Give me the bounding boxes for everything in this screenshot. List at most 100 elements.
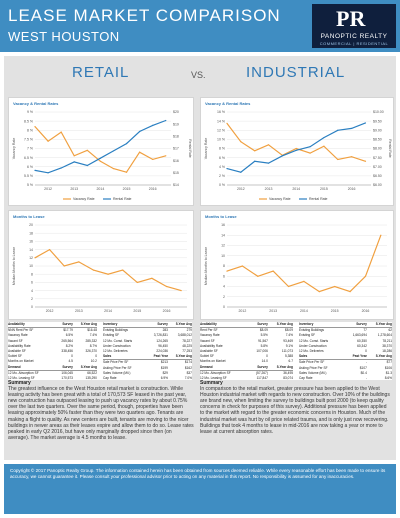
- stats-column: Availability Survey 5-Year Avg NNN Rent Per…: [8, 322, 100, 380]
- y-axis-label: Median Months to Lease: [12, 247, 16, 285]
- company-logo: PR PANOPTIC REALTY COMMERCIAL | RESIDENT…: [312, 4, 396, 48]
- stats-row: Existing Buildings 77 62: [299, 328, 392, 333]
- data-point: [152, 124, 154, 126]
- x-tick-label: 2014: [104, 309, 112, 313]
- stats-value: 60,342: [357, 343, 367, 348]
- stats-label: Under Construction: [299, 343, 327, 348]
- x-tick-label: 2014: [300, 309, 308, 313]
- y2-tick-label: $14: [173, 183, 179, 187]
- data-point: [47, 172, 49, 174]
- data-point: [112, 167, 115, 170]
- y-tick-label: 5 %: [27, 183, 33, 187]
- stats-row: Availability Rate 8.2% 8.7%: [8, 344, 97, 349]
- stats-value: 279: [186, 328, 192, 333]
- y2-tick-label: $18: [173, 135, 179, 139]
- retail-heading: RETAIL: [72, 64, 130, 81]
- data-point: [152, 158, 154, 161]
- stats-value: 38,370: [382, 343, 392, 348]
- stats-value: 124,265: [156, 338, 168, 343]
- stats-value: 14.0: [261, 359, 268, 364]
- y-tick-label: 6.5 %: [24, 156, 33, 160]
- stats-value: 338,456: [61, 349, 73, 354]
- y-tick-label: 12: [29, 256, 33, 260]
- y-tick-label: 4: [31, 289, 33, 293]
- stats-value: Survey: [62, 364, 73, 369]
- stats-value: $16.48: [87, 328, 97, 333]
- stats-row: Sublet SF 0 0: [8, 354, 97, 359]
- stats-value: 10.2: [90, 359, 97, 364]
- legend-label: Vacancy Rate: [73, 197, 95, 201]
- stats-value: 5-Year Avg: [80, 322, 97, 326]
- y-tick-label: 12 %: [217, 128, 225, 132]
- stats-header-row: Sales Past Year 5-Year Avg: [103, 354, 192, 361]
- y-tick-label: 6 %: [27, 165, 33, 169]
- data-point: [34, 169, 36, 171]
- stats-row: Sale Price Per SF $213 $174: [103, 360, 192, 365]
- data-point: [125, 143, 128, 145]
- y-tick-label: 14: [221, 233, 225, 237]
- x-tick-label: 2016: [362, 309, 370, 313]
- logo-tagline: COMMERCIAL | RESIDENTIAL: [319, 41, 389, 46]
- x-tick-label: 2013: [269, 309, 277, 313]
- stats-value: 5-Year Avg: [375, 322, 392, 326]
- stats-header-row: Sales Past Year 5-Year Avg: [299, 354, 392, 361]
- series-line-secondary: [34, 119, 167, 174]
- data-point: [337, 129, 339, 131]
- data-point: [99, 160, 101, 162]
- data-point: [165, 155, 167, 157]
- stats-value: 135,290: [85, 376, 97, 380]
- stats-label: Available SF: [200, 349, 218, 354]
- data-point: [267, 162, 270, 164]
- stats-value: 60,350: [357, 338, 367, 343]
- data-point: [309, 152, 311, 154]
- y-tick-label: 0: [223, 305, 225, 309]
- stats-label: Inventory: [103, 322, 118, 326]
- stats-row: Sales Volume (Mil.) $29 $37: [103, 371, 192, 376]
- stats-row: Under Construction 60,342 38,370: [299, 344, 392, 349]
- data-point: [86, 149, 88, 151]
- stats-label: Existing SF: [103, 333, 120, 338]
- stats-row: Vacancy Rate 6.5% 7.4%: [8, 333, 97, 338]
- stats-label: Demand: [8, 364, 21, 369]
- chart-title: Vacancy & Rental Rates: [205, 101, 251, 106]
- data-point: [337, 158, 339, 161]
- data-point: [63, 265, 65, 267]
- x-tick-label: 2015: [320, 187, 328, 191]
- stats-value: Survey: [257, 364, 268, 369]
- data-point: [226, 122, 228, 125]
- stats-value: 0: [95, 354, 97, 359]
- header-bar: LEASE MARKET COMPARISON WEST HOUSTON PR …: [0, 0, 400, 52]
- stats-header-row: Availability Survey 5-Year Avg: [8, 322, 97, 329]
- stats-row: Asking Price Per SF $199 $162: [103, 366, 192, 371]
- stats-value: 6.7: [288, 359, 293, 364]
- stats-value: 5-Year Avg: [80, 364, 97, 369]
- chart-title: Months to Lease: [205, 214, 237, 219]
- data-point: [165, 285, 168, 288]
- stats-row: Vacant SF 265,564 285,332: [8, 339, 97, 344]
- industrial-summary: Summary In comparison to the retail mark…: [200, 380, 392, 435]
- y2-axis-label: Rental Rate: [388, 139, 392, 158]
- stats-value: $174: [184, 360, 192, 365]
- data-point: [73, 155, 75, 157]
- industrial-vacancy-chart: 16 % 14 % 12 % 10 % 8 % 6 % 4 % 2 % 0 % $10.00 $9.…: [204, 110, 392, 201]
- stats-value: 96,450: [158, 343, 168, 348]
- stats-value: 5.5%: [260, 333, 268, 338]
- data-point: [139, 130, 141, 133]
- y-tick-label: 8 %: [219, 147, 225, 151]
- stats-value: 117,847: [256, 376, 268, 380]
- y2-axis-label: Rental Rate: [188, 139, 192, 158]
- stats-value: $107: [359, 365, 367, 370]
- x-tick-label: 2015: [133, 309, 141, 313]
- summary-text: The greatest influence on the West Houst…: [8, 386, 194, 441]
- y-tick-label: 6: [223, 274, 225, 278]
- data-point: [334, 285, 336, 288]
- stats-value: 111,073: [281, 349, 293, 354]
- data-point: [323, 136, 325, 139]
- stats-value: 0: [71, 354, 73, 359]
- data-point: [60, 131, 62, 133]
- data-point: [92, 269, 95, 271]
- y-tick-label: 7 %: [27, 147, 33, 151]
- series-line-primary: [34, 126, 166, 173]
- y-tick-label: 10: [221, 254, 225, 258]
- stats-label: Months on Market: [8, 359, 34, 364]
